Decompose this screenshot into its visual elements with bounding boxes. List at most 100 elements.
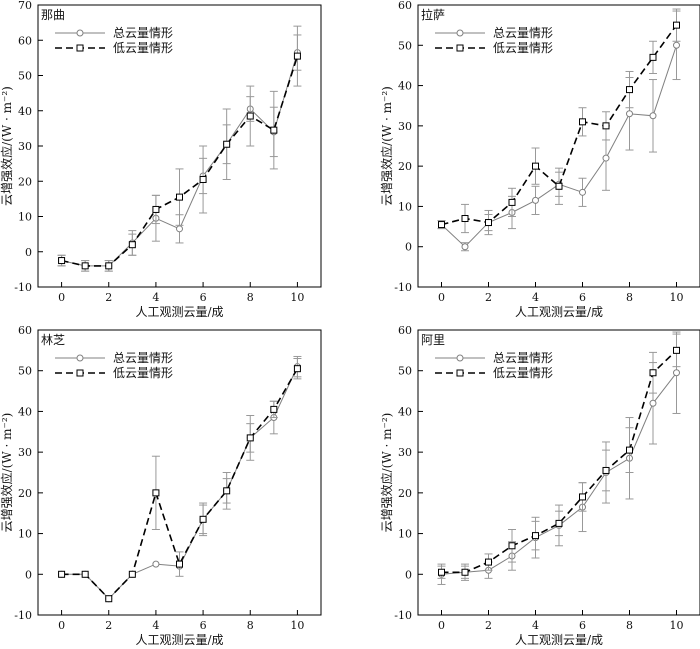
data-point [673,41,680,49]
y-tick-label: 60 [398,324,412,337]
y-tick-label: 70 [18,0,32,12]
series-low-cloud [437,333,681,579]
x-tick-label: 4 [532,619,539,632]
y-tick-label: 30 [18,140,32,153]
data-point [649,369,657,377]
x-tick-label: 10 [670,619,684,632]
y-tick-label: 50 [18,70,32,83]
series-total-cloud [437,331,681,585]
x-tick-label: 10 [290,619,304,632]
data-point [199,175,207,183]
data-point [438,221,445,229]
y-tick-label: 0 [405,568,412,581]
data-point [246,112,254,120]
legend-label: 总云量情形 [113,26,173,40]
y-axis-label: 云增强效应/(W · m⁻²) [0,413,14,533]
series-total-cloud [57,34,302,272]
y-tick-label: 30 [398,120,412,133]
y-tick-label: 50 [18,365,32,378]
y-tick-label: 30 [18,446,32,459]
y-tick-label: 50 [398,39,412,52]
y-tick-label: 10 [398,200,412,213]
data-point [152,205,160,213]
data-point [58,570,66,578]
panel-lasa: 0 2 4 6 8 10 -10 0 10 20 30 40 50 60 人工观测云量/成 云增强效应/(W … [379,0,700,319]
panel-title: 那曲 [41,8,65,22]
x-tick-label: 6 [200,619,207,632]
data-point [105,262,113,270]
data-point [270,126,278,134]
x-tick-label: 8 [247,619,254,632]
legend-label: 低云量情形 [113,366,173,380]
data-point [673,346,680,354]
y-tick-label: 0 [25,246,32,259]
data-point [128,241,136,249]
y-tick-label: 60 [18,34,32,47]
data-point [626,110,633,118]
y-tick-label: 10 [398,528,412,541]
x-tick-label: 2 [105,619,112,632]
y-tick-label: 40 [398,405,412,418]
data-point [579,493,586,501]
data-point [626,446,633,454]
x-tick-label: 8 [247,291,254,304]
data-point [673,21,680,29]
data-point [58,257,66,265]
y-tick-label: 40 [398,80,412,93]
y-tick-label: 40 [18,405,32,418]
y-tick-label: 20 [398,160,412,173]
x-axis-label: 人工观测云量/成 [515,305,603,319]
legend-marker [456,44,464,52]
x-tick-label: 2 [105,291,112,304]
data-point [649,399,657,407]
data-point [602,154,610,162]
series-total-cloud [437,10,681,252]
legend-marker [456,369,464,377]
data-point [532,196,539,204]
x-tick-label: 4 [152,291,159,304]
legend-marker [76,44,84,52]
y-tick-label: 20 [18,175,32,188]
panel-linzhi: 0 2 4 6 8 10 -10 0 10 20 30 40 50 60 人工观测云量/成 云增强效应/(W … [0,324,322,647]
data-point [293,52,301,60]
data-point [649,53,657,61]
data-point [176,225,183,233]
x-tick-label: 0 [58,619,65,632]
legend-label: 总云量情形 [113,351,173,365]
y-axis-label: 云增强效应/(W · m⁻²) [379,413,394,533]
data-point [602,122,610,130]
y-tick-label: 10 [18,528,32,541]
data-point [199,515,207,523]
legend-marker [76,354,84,362]
y-tick-label: 10 [18,211,32,224]
legend-label: 低云量情形 [493,41,553,55]
data-point [246,434,254,442]
data-point [579,118,586,126]
data-point [508,542,516,550]
series-line [61,368,299,600]
y-tick-label: -10 [14,281,32,294]
legend-label: 低云量情形 [113,41,173,55]
data-point [673,369,680,377]
plot-frame [417,329,700,616]
data-point [176,193,183,201]
x-tick-label: 0 [438,291,445,304]
y-tick-label: -10 [394,609,412,622]
x-tick-label: 8 [626,619,633,632]
series-low-cloud [437,8,681,236]
legend-marker [76,29,84,37]
x-tick-label: 0 [438,619,445,632]
data-point [626,86,633,94]
y-tick-label: 60 [398,0,412,12]
x-tick-label: 4 [152,619,159,632]
data-point [81,570,89,578]
panel-ali: 0 2 4 6 8 10 -10 0 10 20 30 40 50 60 人工观测云量/成 云增强效应/(W … [379,324,700,647]
data-point [555,182,563,190]
data-point [176,560,183,568]
data-point [555,519,563,527]
